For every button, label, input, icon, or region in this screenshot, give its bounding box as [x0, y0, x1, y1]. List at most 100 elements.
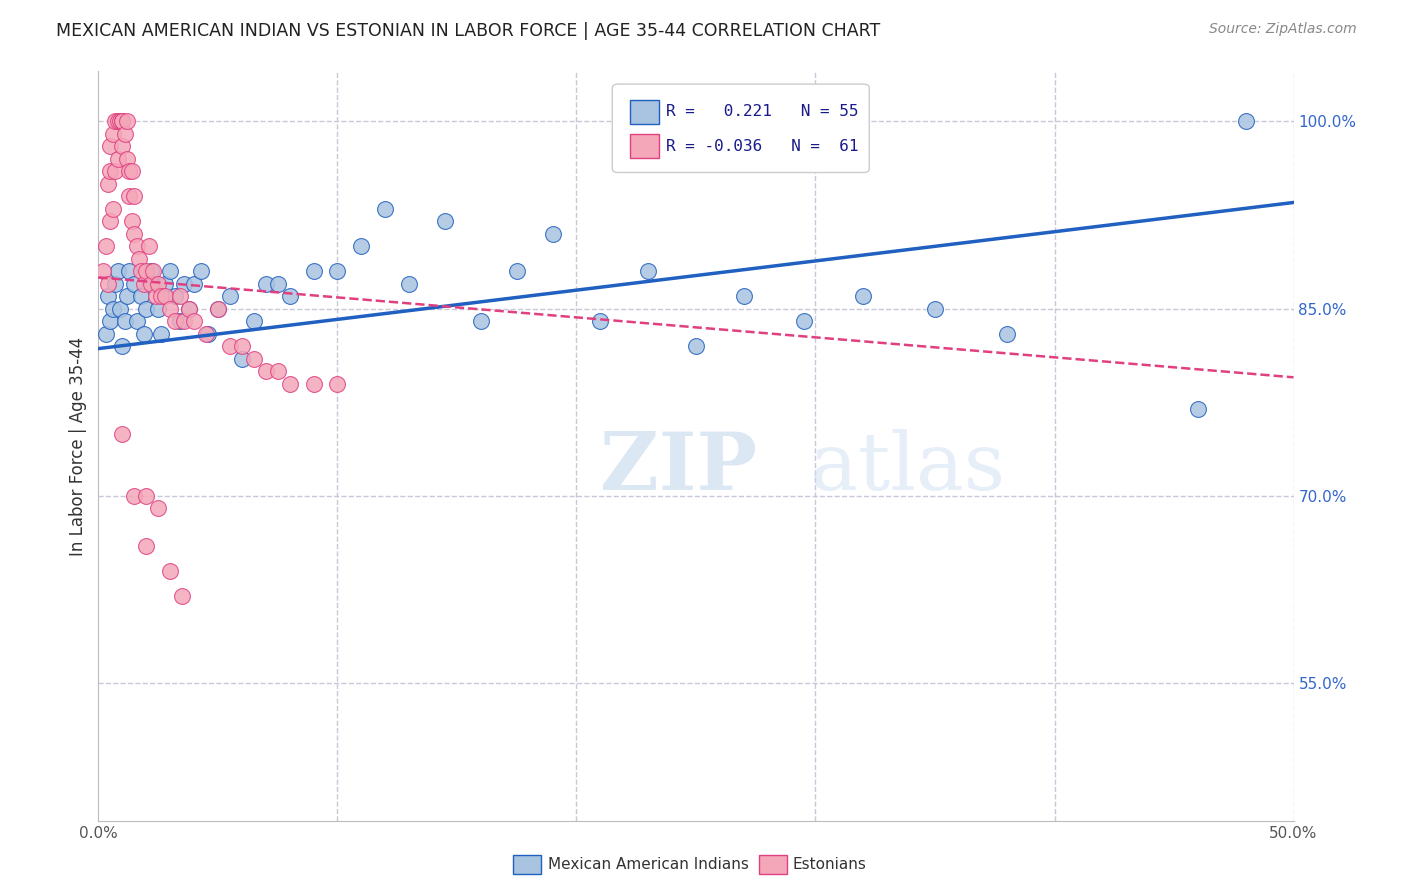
Point [326, 264, 349, 278]
Point [254, 364, 277, 378]
Point [231, 351, 253, 366]
Point [190, 264, 212, 278]
Point [111, 139, 134, 153]
Point [118, 164, 141, 178]
Point [434, 214, 457, 228]
Point [125, 314, 148, 328]
Point [121, 214, 143, 228]
Point [111, 426, 134, 441]
Point [94, 326, 117, 341]
Point [278, 376, 301, 391]
Point [398, 277, 420, 291]
Point [101, 301, 124, 316]
Point [104, 114, 127, 128]
FancyBboxPatch shape [630, 135, 659, 158]
Point [172, 589, 194, 603]
Point [506, 264, 529, 278]
Point [155, 289, 177, 303]
Point [107, 152, 129, 166]
Point [302, 264, 325, 278]
Point [231, 339, 253, 353]
Point [132, 326, 155, 341]
Point [637, 264, 659, 278]
Point [107, 114, 129, 128]
Point [124, 277, 146, 291]
Point [124, 189, 146, 203]
Point [159, 564, 181, 578]
Point [97, 177, 120, 191]
Point [148, 501, 170, 516]
Point [145, 289, 167, 303]
Text: R =   0.221   N = 55: R = 0.221 N = 55 [666, 104, 859, 120]
Point [97, 289, 120, 303]
Point [195, 326, 218, 341]
Point [179, 301, 201, 316]
Point [97, 277, 120, 291]
Point [124, 489, 146, 503]
Point [852, 289, 875, 303]
Point [267, 364, 290, 378]
Point [139, 277, 162, 291]
Point [98, 139, 122, 153]
Point [115, 114, 138, 128]
Point [142, 277, 165, 291]
Point [142, 264, 165, 278]
Point [159, 301, 181, 316]
Point [94, 239, 117, 253]
Point [173, 277, 195, 291]
Point [733, 289, 755, 303]
Point [219, 339, 242, 353]
Point [207, 301, 229, 316]
Point [169, 314, 191, 328]
Point [98, 214, 122, 228]
Point [207, 301, 229, 316]
Point [326, 376, 349, 391]
Point [115, 289, 138, 303]
Point [149, 326, 172, 341]
Point [104, 277, 127, 291]
Point [254, 277, 277, 291]
Point [139, 264, 162, 278]
Point [111, 114, 134, 128]
Point [1234, 114, 1257, 128]
Point [108, 301, 131, 316]
Point [589, 314, 612, 328]
Point [118, 189, 141, 203]
Point [470, 314, 492, 328]
Point [793, 314, 815, 328]
Point [541, 227, 564, 241]
Point [149, 289, 172, 303]
Point [169, 289, 191, 303]
Point [98, 314, 122, 328]
Point [148, 301, 170, 316]
Point [111, 339, 134, 353]
Text: R = -0.036   N =  61: R = -0.036 N = 61 [666, 139, 859, 153]
Point [267, 277, 290, 291]
Point [278, 289, 301, 303]
Point [135, 539, 157, 553]
FancyBboxPatch shape [613, 84, 869, 172]
Point [104, 164, 127, 178]
Point [163, 314, 186, 328]
Point [219, 289, 242, 303]
Point [108, 114, 131, 128]
Point [91, 264, 114, 278]
Point [374, 202, 396, 216]
Text: ZIP: ZIP [600, 429, 758, 508]
Point [183, 277, 205, 291]
Point [685, 339, 707, 353]
Point [115, 152, 138, 166]
Point [243, 314, 266, 328]
Point [124, 227, 146, 241]
Point [132, 277, 155, 291]
Point [125, 239, 148, 253]
Y-axis label: In Labor Force | Age 35-44: In Labor Force | Age 35-44 [69, 336, 87, 556]
Point [350, 239, 373, 253]
Point [128, 252, 150, 266]
Point [121, 164, 143, 178]
Point [98, 164, 122, 178]
Text: atlas: atlas [810, 429, 1005, 508]
Point [243, 351, 266, 366]
Text: MEXICAN AMERICAN INDIAN VS ESTONIAN IN LABOR FORCE | AGE 35-44 CORRELATION CHART: MEXICAN AMERICAN INDIAN VS ESTONIAN IN L… [56, 22, 880, 40]
Point [302, 376, 325, 391]
